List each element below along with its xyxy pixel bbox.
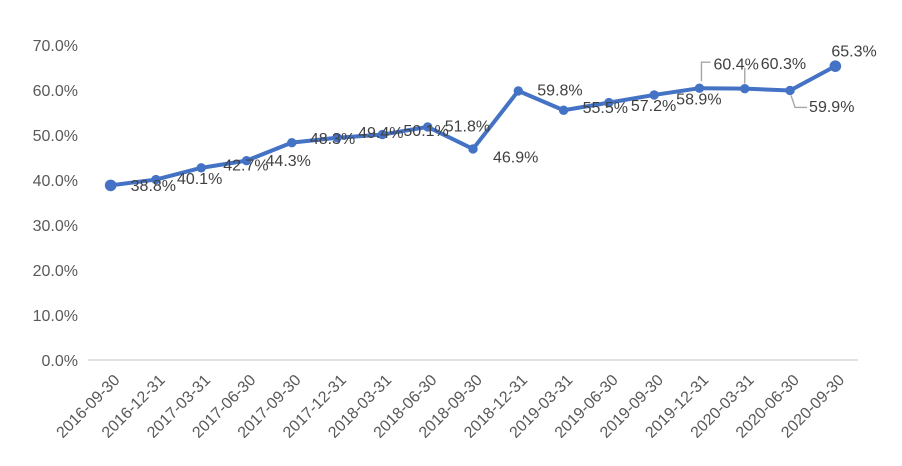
y-axis-tick-label: 60.0% <box>33 83 78 100</box>
data-point-label: 44.3% <box>266 153 311 170</box>
data-point-marker <box>785 85 795 96</box>
data-point-marker <box>196 163 206 173</box>
data-point-label: 58.9% <box>676 91 721 108</box>
data-point-marker <box>649 90 659 100</box>
data-point-label: 49.4% <box>358 125 403 142</box>
data-point-marker <box>513 86 523 96</box>
data-point-marker <box>332 133 342 143</box>
data-point-marker <box>287 137 297 148</box>
data-point-label: 59.8% <box>537 82 582 99</box>
data-point-label: 40.1% <box>177 171 222 188</box>
data-point-marker <box>151 174 161 185</box>
y-axis-tick-label: 0.0% <box>42 353 78 370</box>
data-point-marker <box>377 129 388 140</box>
data-point-marker <box>423 122 433 132</box>
data-point-marker <box>829 60 842 72</box>
data-point-label: 48.3% <box>310 131 355 148</box>
y-axis-tick-label: 70.0% <box>33 38 78 55</box>
data-point-marker <box>740 83 750 94</box>
data-point-label: 57.2% <box>631 98 676 115</box>
y-axis-tick-label: 40.0% <box>33 173 78 190</box>
data-point-marker <box>104 179 117 192</box>
data-point-marker <box>694 83 705 93</box>
y-axis-tick-label: 30.0% <box>33 218 78 235</box>
data-point-label: 51.8% <box>445 118 490 135</box>
data-point-label: 55.5% <box>583 100 628 117</box>
y-axis-tick-label: 10.0% <box>33 308 78 325</box>
label-leader-line <box>790 95 808 109</box>
data-point-label: 50.1% <box>403 123 448 140</box>
data-point-label: 46.9% <box>493 149 538 166</box>
label-leader-line <box>700 61 711 82</box>
data-point-label: 60.3% <box>761 56 806 73</box>
data-point-label: 59.9% <box>809 99 854 116</box>
data-point-marker <box>558 105 569 115</box>
data-point-label: 42.7% <box>223 157 268 174</box>
data-point-marker <box>468 144 478 154</box>
data-point-marker <box>241 155 252 166</box>
data-point-label: 60.4% <box>713 57 758 74</box>
y-axis-tick-label: 20.0% <box>33 263 78 280</box>
data-point-marker <box>604 97 614 108</box>
y-axis-tick-label: 50.0% <box>33 128 78 145</box>
data-point-label: 65.3% <box>831 44 876 61</box>
data-point-label: 38.8% <box>131 178 176 195</box>
